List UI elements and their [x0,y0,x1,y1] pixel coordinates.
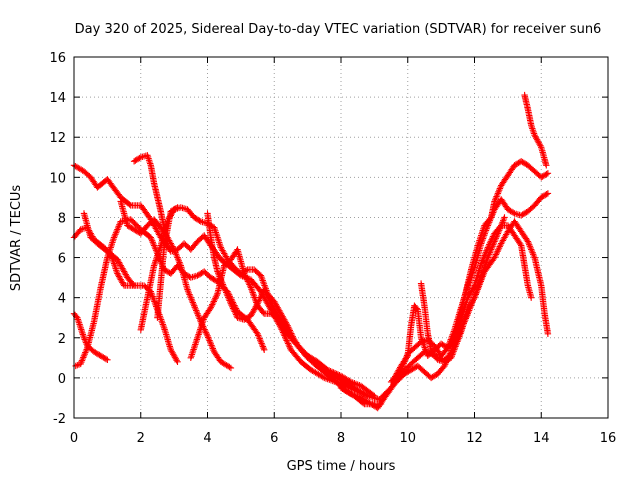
x-tick-label: 8 [337,431,345,446]
x-tick-label: 2 [137,431,145,446]
x-tick-label: 14 [533,431,550,446]
data-points [70,91,552,412]
series-arc-10 [204,210,371,400]
y-tick-label: 0 [58,372,66,387]
x-tick-label: 12 [466,431,483,446]
y-tick-label: 12 [49,131,66,146]
x-tick-label: 4 [203,431,211,446]
y-tick-label: 16 [49,51,66,66]
x-tick-label: 16 [600,431,617,446]
y-tick-label: 4 [58,292,66,307]
y-tick-label: 14 [49,91,66,106]
y-tick-label: 2 [58,332,66,347]
x-axis-label: GPS time / hours [287,459,396,474]
series-arc-6 [154,204,181,321]
series-arc-11 [80,210,138,289]
chart-title: Day 320 of 2025, Sidereal Day-to-day VTE… [75,22,602,37]
y-tick-label: 10 [49,171,66,186]
x-tick-label: 10 [399,431,416,446]
y-tick-label: 6 [58,252,66,267]
y-axis-label: SDTVAR / TECUs [9,185,24,292]
series-arc-16 [521,91,550,169]
y-tick-label: 8 [58,211,66,226]
axis-tick-labels: 0 2 4 6 8 10 12 14 16 -2 0 2 4 6 8 10 12 14 16 [49,51,616,446]
x-tick-label: 6 [270,431,278,446]
y-tick-label: -2 [53,412,66,427]
x-tick-label: 0 [70,431,78,446]
series-arc-8 [130,152,171,245]
plot-frame [73,56,609,419]
series-arc-14 [391,222,535,382]
series-arc-17 [337,214,508,412]
